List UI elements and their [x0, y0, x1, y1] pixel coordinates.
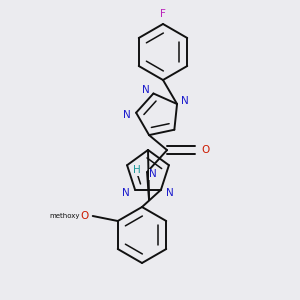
Text: methoxy: methoxy [50, 213, 80, 219]
Text: N: N [142, 85, 149, 95]
Text: N: N [123, 110, 131, 120]
Text: N: N [181, 96, 189, 106]
Text: O: O [201, 145, 209, 155]
Text: H: H [133, 165, 141, 175]
Text: O: O [81, 211, 89, 221]
Text: N: N [149, 169, 157, 179]
Text: N: N [122, 188, 130, 198]
Text: N: N [166, 188, 174, 198]
Text: F: F [160, 9, 166, 19]
